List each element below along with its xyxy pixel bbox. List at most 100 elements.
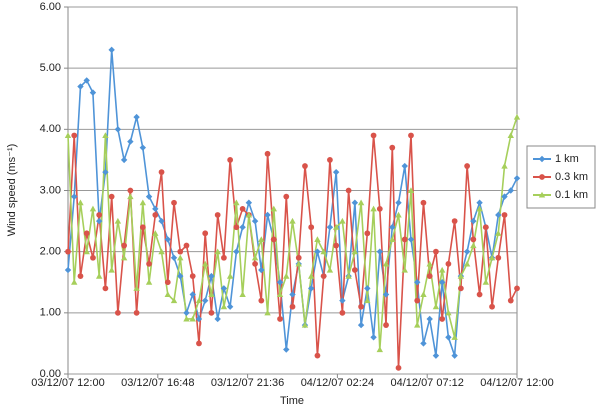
data-point bbox=[245, 199, 253, 206]
data-point bbox=[489, 303, 495, 310]
data-point bbox=[432, 352, 440, 359]
data-point bbox=[214, 315, 221, 323]
data-point bbox=[351, 199, 359, 206]
data-point bbox=[158, 248, 165, 255]
data-point bbox=[326, 266, 334, 273]
data-point bbox=[121, 242, 128, 249]
data-point bbox=[383, 322, 389, 328]
x-tick-label: 03/12/07 12:00 bbox=[31, 377, 104, 389]
data-point bbox=[133, 113, 140, 121]
data-point bbox=[264, 309, 271, 316]
data-point bbox=[408, 132, 414, 139]
data-point bbox=[71, 132, 78, 139]
data-point bbox=[314, 352, 321, 359]
data-point bbox=[389, 224, 396, 231]
x-tick-label: 04/12/07 07:12 bbox=[390, 377, 463, 389]
data-point bbox=[127, 193, 134, 200]
data-point bbox=[395, 199, 402, 206]
data-point bbox=[513, 175, 521, 182]
data-point bbox=[120, 254, 128, 261]
data-point bbox=[71, 279, 78, 285]
data-point bbox=[183, 242, 190, 249]
data-point bbox=[289, 291, 296, 298]
data-point bbox=[389, 144, 396, 151]
data-point bbox=[308, 285, 315, 292]
data-point bbox=[376, 205, 383, 212]
legend-label: 1 km bbox=[555, 153, 579, 165]
data-point bbox=[495, 211, 502, 219]
data-point bbox=[226, 272, 234, 279]
data-point bbox=[358, 303, 364, 310]
data-point bbox=[170, 254, 178, 261]
data-point bbox=[258, 236, 265, 242]
data-point bbox=[239, 224, 246, 231]
data-point bbox=[220, 285, 228, 292]
y-tick-label: 3.00 bbox=[40, 184, 61, 196]
data-point bbox=[77, 199, 84, 206]
data-point bbox=[420, 340, 427, 347]
data-point bbox=[451, 334, 458, 340]
data-point bbox=[276, 291, 284, 298]
y-tick-label: 2.00 bbox=[40, 246, 61, 258]
data-point bbox=[164, 236, 171, 243]
y-tick-label: 4.00 bbox=[40, 123, 61, 135]
data-point bbox=[183, 315, 190, 322]
data-point bbox=[339, 309, 346, 316]
data-point bbox=[208, 291, 215, 298]
data-point bbox=[221, 254, 227, 261]
data-point bbox=[376, 248, 384, 255]
data-point bbox=[115, 309, 121, 316]
data-point bbox=[133, 309, 140, 316]
data-point bbox=[83, 248, 90, 255]
data-point bbox=[252, 261, 258, 267]
data-point bbox=[227, 157, 234, 163]
data-point bbox=[495, 230, 502, 236]
data-point bbox=[339, 217, 346, 224]
data-point bbox=[395, 365, 402, 371]
data-point bbox=[245, 211, 253, 218]
data-point bbox=[389, 236, 396, 242]
data-point bbox=[420, 291, 427, 298]
data-point bbox=[438, 279, 446, 286]
y-tick-label: 0.00 bbox=[40, 368, 61, 380]
data-point bbox=[414, 297, 421, 304]
data-point bbox=[114, 217, 122, 224]
data-point bbox=[501, 193, 508, 200]
data-point bbox=[158, 217, 165, 225]
data-point bbox=[401, 162, 408, 170]
data-point bbox=[177, 248, 184, 255]
data-point bbox=[457, 272, 465, 279]
data-point bbox=[445, 309, 452, 316]
data-point bbox=[89, 205, 97, 212]
data-point bbox=[233, 224, 240, 231]
data-point bbox=[239, 205, 246, 212]
data-point bbox=[214, 248, 221, 255]
data-point bbox=[514, 285, 520, 292]
data-point bbox=[95, 272, 103, 279]
data-point bbox=[102, 285, 109, 292]
y-tick-label: 5.00 bbox=[40, 62, 61, 74]
data-point bbox=[451, 352, 458, 359]
data-point bbox=[201, 297, 209, 304]
data-point bbox=[258, 297, 265, 304]
data-point bbox=[127, 187, 134, 194]
data-point bbox=[451, 218, 458, 224]
data-point bbox=[476, 205, 483, 212]
x-tick-label: 04/12/07 02:24 bbox=[301, 377, 374, 389]
data-point bbox=[376, 346, 384, 353]
data-point bbox=[258, 266, 265, 274]
data-point bbox=[445, 261, 452, 267]
data-point bbox=[64, 266, 72, 274]
legend-marker bbox=[538, 155, 546, 163]
data-point bbox=[295, 254, 302, 261]
data-point bbox=[332, 168, 340, 176]
data-point bbox=[283, 272, 290, 279]
data-point bbox=[145, 279, 153, 285]
data-point bbox=[195, 315, 203, 323]
y-tick-label: 1.00 bbox=[40, 307, 61, 319]
data-point bbox=[139, 144, 147, 151]
data-point bbox=[264, 211, 271, 219]
data-point bbox=[407, 187, 415, 194]
data-point bbox=[289, 303, 296, 310]
data-point bbox=[77, 83, 84, 90]
